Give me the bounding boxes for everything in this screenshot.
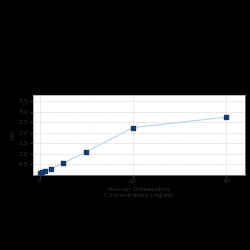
Y-axis label: OD: OD: [11, 130, 16, 140]
Point: [38, 171, 42, 175]
Point: [131, 126, 135, 130]
X-axis label: Human Osteocalcin
Concentration (ng/ml): Human Osteocalcin Concentration (ng/ml): [104, 187, 174, 198]
Point: [84, 150, 88, 154]
Point: [49, 167, 53, 171]
Point: [224, 115, 228, 119]
Point: [40, 170, 44, 174]
Point: [61, 162, 65, 166]
Point: [43, 169, 47, 173]
